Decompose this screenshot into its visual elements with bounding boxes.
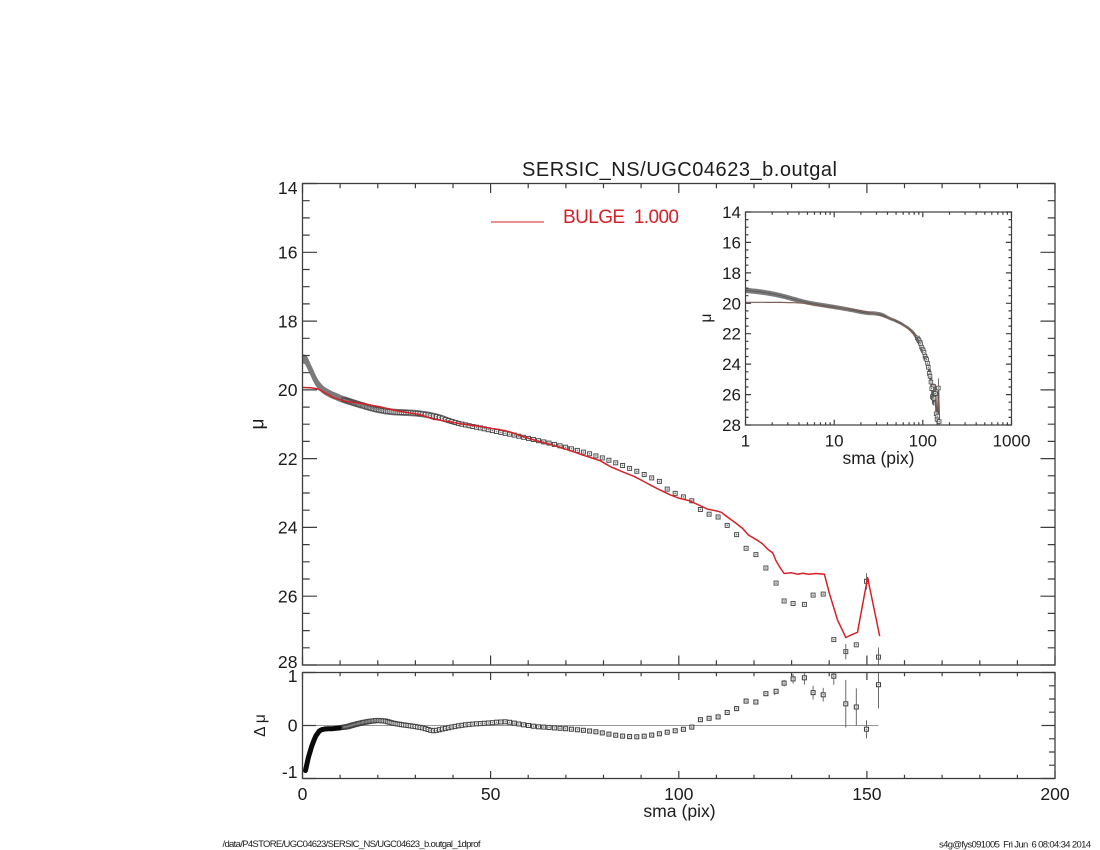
svg-text:20: 20	[722, 294, 741, 313]
svg-text:s4g@fys091005 Fri Jun 6 08:0: s4g@fys091005 Fri Jun 6 08:04:34 2014	[939, 840, 1091, 850]
svg-text:1: 1	[288, 666, 298, 686]
svg-text:150: 150	[852, 784, 882, 804]
svg-text:200: 200	[1040, 784, 1070, 804]
svg-text:16: 16	[278, 242, 298, 262]
svg-text:sma (pix): sma (pix)	[643, 801, 715, 821]
svg-text:24: 24	[722, 355, 741, 374]
svg-text:Δ μ: Δ μ	[252, 714, 269, 737]
svg-text:14: 14	[722, 203, 741, 222]
svg-text:0: 0	[298, 784, 308, 804]
svg-text:100: 100	[664, 784, 694, 804]
svg-text:16: 16	[722, 233, 741, 252]
svg-text:22: 22	[278, 449, 298, 469]
svg-text:24: 24	[278, 518, 298, 538]
svg-text:22: 22	[722, 325, 741, 344]
svg-text:μ: μ	[248, 419, 269, 430]
svg-text:26: 26	[278, 586, 298, 606]
svg-text:18: 18	[278, 311, 298, 331]
svg-text:-1: -1	[282, 762, 298, 782]
svg-text:μ: μ	[698, 314, 715, 323]
svg-text:28: 28	[278, 652, 298, 672]
svg-text:20: 20	[278, 380, 298, 400]
svg-text:/data/P4STORE/UGC04623/SERSIC_: /data/P4STORE/UGC04623/SERSIC_NS/UGC0462…	[223, 839, 481, 850]
svg-text:1000: 1000	[993, 432, 1031, 451]
svg-text:sma (pix): sma (pix)	[843, 448, 915, 468]
svg-text:14: 14	[278, 178, 298, 198]
svg-text:0: 0	[288, 716, 298, 736]
svg-text:100: 100	[909, 432, 937, 451]
svg-text:10: 10	[825, 432, 844, 451]
svg-text:1: 1	[741, 432, 750, 451]
svg-text:28: 28	[722, 416, 741, 435]
svg-text:26: 26	[722, 386, 741, 405]
svg-text:BULGE 1.000: BULGE 1.000	[563, 207, 679, 228]
svg-text:50: 50	[481, 784, 501, 804]
svg-text:SERSIC_NS/UGC04623_b.outgal: SERSIC_NS/UGC04623_b.outgal	[522, 159, 837, 181]
svg-text:18: 18	[722, 264, 741, 283]
